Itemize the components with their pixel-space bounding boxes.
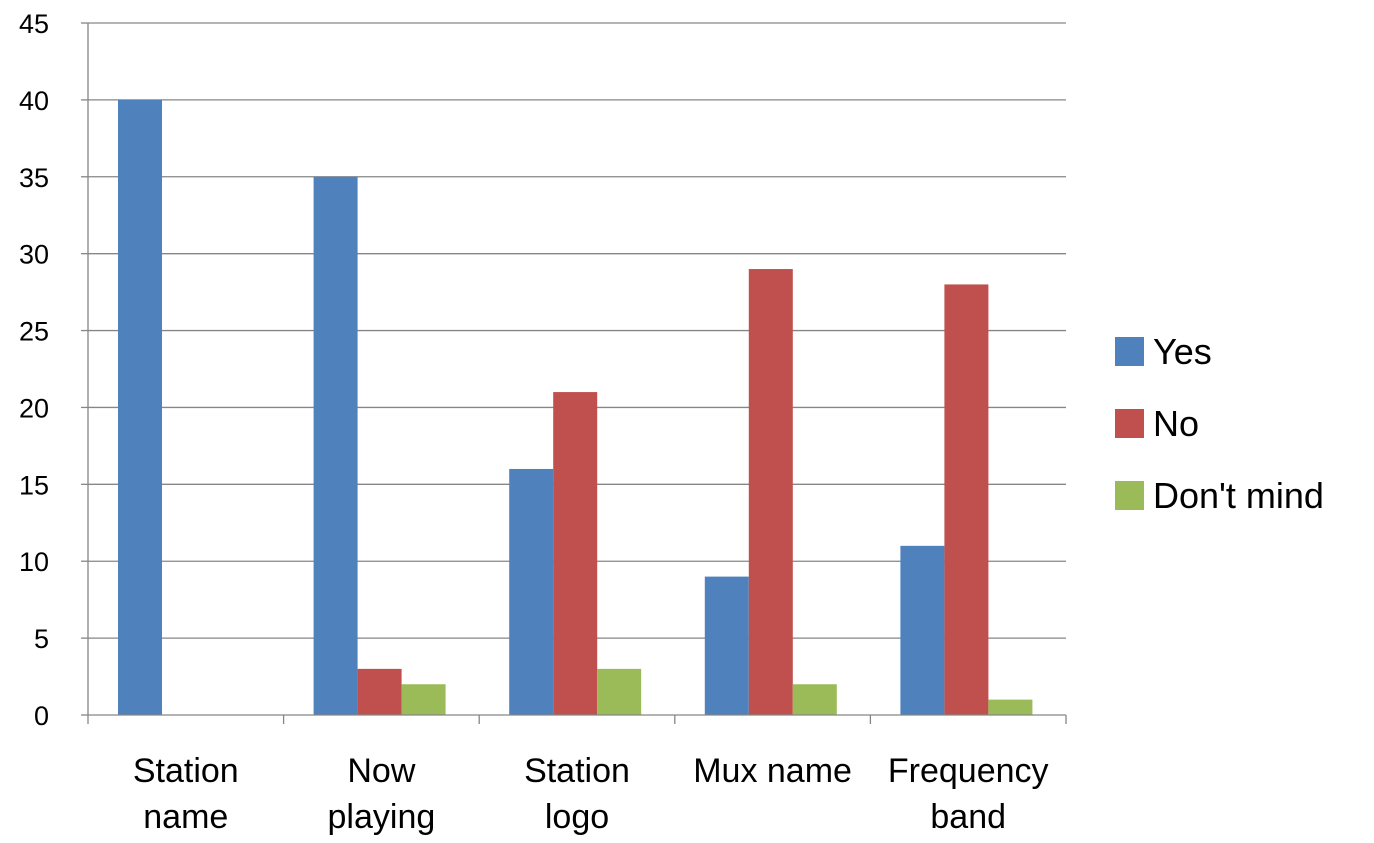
x-tick-label-line: Mux name (693, 752, 852, 790)
legend-label-no: No (1153, 403, 1199, 444)
x-tick-label-line: Frequency (888, 752, 1049, 790)
y-tick-label: 45 (19, 9, 49, 39)
bar-yes-now-playing (313, 176, 358, 715)
legend: Yes No Don't mind (1115, 331, 1324, 516)
y-tick-label: 25 (19, 317, 49, 347)
x-tick-label-line: band (930, 798, 1006, 836)
bar-yes-station-logo (509, 468, 554, 715)
bars (118, 99, 1033, 715)
y-tick-label: 30 (19, 240, 49, 270)
bar-yes-frequency-band (900, 545, 945, 715)
bar-yes-mux-name (704, 576, 749, 715)
bar-no-now-playing (357, 668, 402, 715)
bar-don-t-mind-station-logo (597, 668, 642, 715)
y-tick-labels: 0 5 10 15 20 25 30 35 40 45 (19, 9, 49, 731)
x-tick-label-line: Now (347, 752, 415, 790)
y-tick-label: 10 (19, 547, 49, 577)
x-tick-label: Mux name (693, 752, 852, 790)
x-tick-label-line: Station (524, 752, 630, 790)
bar-don-t-mind-mux-name (792, 684, 837, 715)
legend-swatch-don-t-mind (1115, 481, 1144, 510)
y-tick-label: 0 (34, 701, 49, 731)
y-tick-label: 5 (34, 624, 49, 654)
x-tick-label-line: name (143, 798, 228, 836)
y-tick-label: 20 (19, 393, 49, 423)
x-tick-label-line: Station (133, 752, 239, 790)
bar-yes-station-name (118, 99, 162, 715)
bar-don-t-mind-now-playing (401, 684, 446, 715)
y-tick-label: 40 (19, 86, 49, 116)
x-tick-label: Station logo (524, 752, 630, 836)
bar-no-mux-name (748, 269, 793, 715)
y-tick-label: 15 (19, 470, 49, 500)
x-tick-label: Station name (133, 752, 239, 836)
legend-swatch-no (1115, 409, 1144, 438)
x-tick-label-line: logo (545, 798, 609, 836)
legend-swatch-yes (1115, 337, 1144, 366)
x-tick-label: Frequency band (888, 752, 1049, 836)
x-tick-labels: Station name Now playing Station logo Mux name… (133, 752, 1049, 836)
bar-don-t-mind-frequency-band (988, 699, 1033, 715)
legend-label-yes: Yes (1153, 331, 1212, 372)
x-tick-label: Now playing (328, 752, 436, 836)
bar-no-frequency-band (944, 284, 989, 715)
y-tick-label: 35 (19, 163, 49, 193)
bar-no-station-logo (553, 392, 598, 715)
x-tick-label-line: playing (328, 798, 436, 836)
legend-label-don-t-mind: Don't mind (1153, 475, 1324, 516)
axes (81, 22, 1067, 724)
gridlines (88, 22, 1066, 639)
